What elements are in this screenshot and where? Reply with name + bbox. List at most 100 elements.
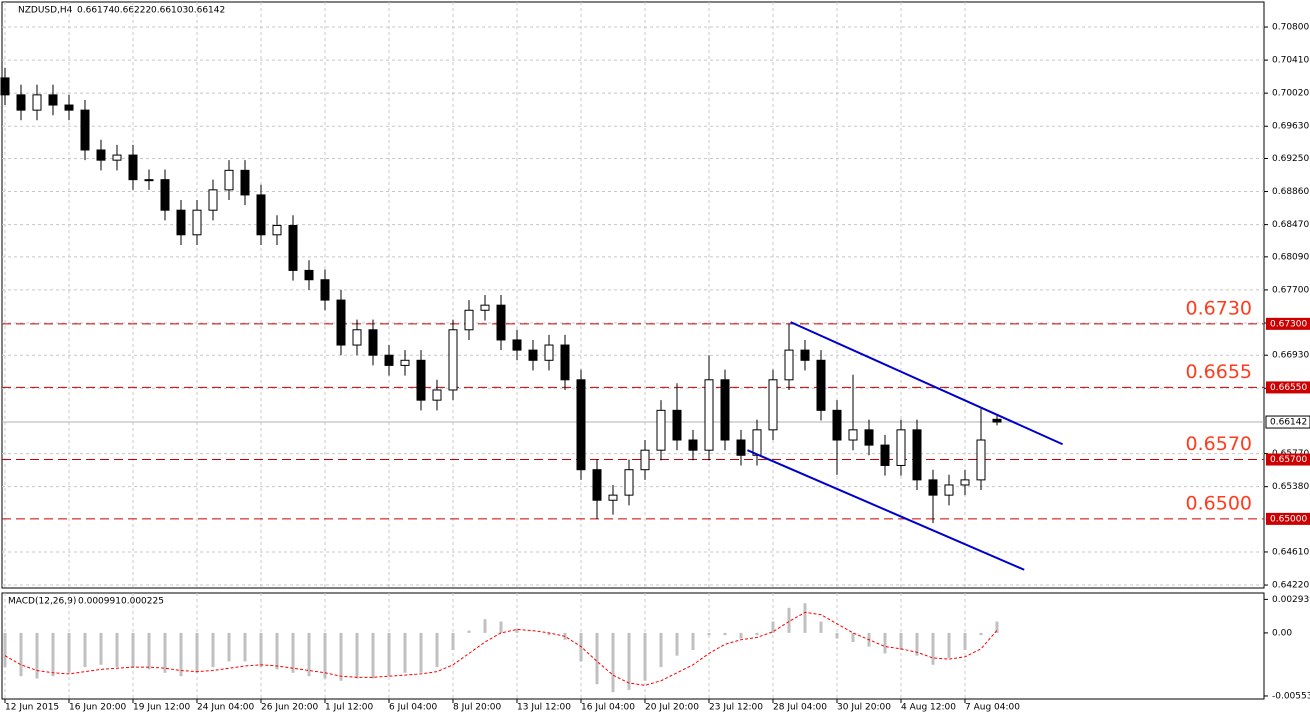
level-label: 0.6655 [1186, 361, 1252, 383]
level-label: 0.6500 [1186, 492, 1252, 514]
candle-body [720, 379, 730, 441]
candle-body [912, 429, 922, 481]
candle-body [0, 77, 10, 96]
y-tick-label: 0.67700 [1272, 285, 1309, 295]
x-tick-label: 16 Jul 04:00 [581, 703, 635, 713]
candle-body [352, 329, 362, 346]
candle-body [640, 449, 650, 471]
candle-body [624, 469, 634, 496]
candle-body [992, 418, 1002, 423]
candle-body [848, 429, 858, 441]
candle-body [400, 359, 410, 366]
close-value: 0.66142 [188, 6, 225, 16]
y-tick-label: 0.66930 [1272, 351, 1309, 361]
candle-body [816, 359, 826, 411]
candle-body [544, 344, 554, 361]
candle-body [608, 494, 618, 501]
level-axis-label: 0.65700 [1270, 455, 1307, 465]
candle-body [144, 179, 154, 182]
y-tick-label: 0.70800 [1272, 23, 1309, 33]
y-tick-label: 0.65380 [1272, 482, 1309, 492]
candle-body [880, 444, 890, 466]
candle-body [896, 429, 906, 466]
candle-body [16, 94, 26, 111]
candle-body [128, 154, 138, 181]
candle-body [704, 379, 714, 451]
symbol-label: NZDUSD,H4 [18, 6, 73, 16]
candle-body [320, 279, 330, 301]
candle-body [688, 439, 698, 451]
candle-body [576, 379, 586, 471]
level-axis-box [1266, 381, 1310, 394]
candle-body [336, 299, 346, 346]
candle-body [384, 354, 394, 366]
y-tick-label: 0.68470 [1272, 220, 1309, 230]
x-tick-label: 26 Jun 20:00 [261, 703, 318, 713]
candle-body [592, 469, 602, 501]
level-axis-box [1266, 317, 1310, 330]
y-tick-label: 0.68090 [1272, 252, 1309, 262]
candle-body [240, 169, 250, 196]
candle-body [480, 304, 490, 311]
x-tick-label: 23 Jul 12:00 [709, 703, 763, 713]
candle-body [304, 269, 314, 281]
candle-body [528, 349, 538, 361]
y-tick-label: 0.69630 [1272, 122, 1309, 132]
candle-body [192, 209, 202, 236]
candle-body [288, 224, 298, 271]
y-tick-label: 0.002939 [1272, 595, 1310, 605]
candle-body [256, 194, 266, 236]
x-tick-label: 30 Jul 20:00 [837, 703, 891, 713]
y-tick-label: 0.70410 [1272, 56, 1309, 66]
candle-body [80, 109, 90, 151]
candle-body [208, 189, 218, 211]
candle-body [416, 359, 426, 401]
main-panel [1, 1, 1265, 589]
candle-body [224, 169, 234, 191]
y-tick-label: 0.00 [1272, 628, 1292, 638]
candle-body [656, 409, 666, 451]
y-tick-label: 0.64610 [1272, 547, 1309, 557]
level-label: 0.6570 [1186, 433, 1252, 455]
level-axis-label: 0.66550 [1270, 383, 1307, 393]
candle-body [976, 439, 986, 481]
signal-value: 0.000225 [121, 597, 164, 607]
candle-body [96, 149, 106, 161]
candle-body [672, 409, 682, 441]
candle-body [176, 209, 186, 236]
macd-panel [1, 592, 1265, 700]
price-axis-box [1265, 415, 1310, 429]
candle-body [432, 389, 442, 401]
candle-body [928, 479, 938, 496]
candle-body [960, 479, 970, 486]
candle-body [32, 94, 42, 111]
level-axis-box [1266, 512, 1310, 525]
candle-body [496, 304, 506, 341]
y-tick-label: 0.69250 [1272, 154, 1309, 164]
candle-body [368, 329, 378, 356]
y-tick-label: 0.70020 [1272, 89, 1309, 99]
candle-body [832, 409, 842, 441]
candle-body [272, 224, 282, 236]
candle-body [560, 344, 570, 381]
candle-body [448, 329, 458, 391]
x-tick-label: 13 Jul 12:00 [517, 703, 571, 713]
x-tick-label: 1 Jul 12:00 [325, 703, 374, 713]
x-tick-label: 7 Aug 04:00 [965, 703, 1020, 713]
candle-body [768, 379, 778, 431]
x-tick-label: 8 Jul 20:00 [453, 703, 502, 713]
open-value: 0.66174 [77, 6, 114, 16]
x-tick-label: 24 Jun 04:00 [197, 703, 254, 713]
candle-body [112, 154, 122, 161]
macd-value: 0.000991 [78, 597, 121, 607]
level-label: 0.6730 [1186, 297, 1252, 319]
candle-body [800, 349, 810, 361]
candle-body [752, 429, 762, 456]
candle-body [160, 179, 170, 211]
signal-line [4, 611, 998, 686]
x-tick-label: 19 Jun 12:00 [133, 703, 190, 713]
low-value: 0.66103 [151, 6, 188, 16]
level-axis-box [1266, 453, 1310, 466]
candle-body [784, 349, 794, 381]
